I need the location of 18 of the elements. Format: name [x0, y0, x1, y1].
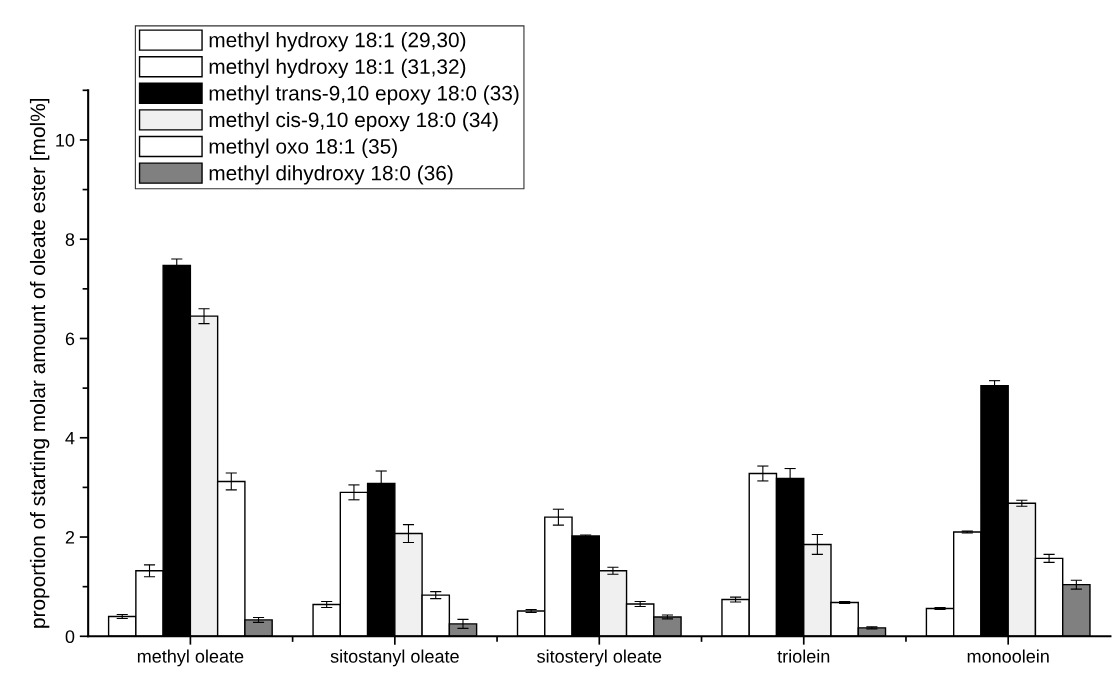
y-tick-label: 10 [56, 133, 75, 147]
x-tick-label: triolein [777, 649, 830, 663]
legend-label: methyl trans-9,10 epoxy 18:0 (33) [209, 85, 519, 105]
legend-label: methyl dihydroxy 18:0 (36) [209, 165, 453, 185]
x-tick-label: sitostanyl oleate [330, 649, 459, 667]
legend-label: methyl hydroxy 18:1 (29,30) [209, 32, 466, 52]
y-axis-title: proportion of starting molar amount of oleate ester [mol%] [29, 99, 50, 628]
legend-label: methyl hydroxy 18:1 (31,32) [209, 58, 466, 79]
x-tick-label: sitosteryl oleate [537, 649, 662, 667]
legend-label: methyl oxo 18:1 (35) [209, 138, 397, 158]
y-tick-label: 4 [65, 431, 75, 445]
y-tick-label: 6 [65, 332, 75, 346]
x-tick-label: monoolein [967, 649, 1049, 663]
legend-label: methyl cis-9,10 epoxy 18:0 (34) [209, 111, 498, 132]
y-tick-label: 0 [65, 630, 75, 644]
y-tick-label: 8 [65, 233, 75, 246]
y-tick-label: 2 [65, 530, 75, 544]
x-tick-label: methyl oleate [137, 649, 244, 667]
